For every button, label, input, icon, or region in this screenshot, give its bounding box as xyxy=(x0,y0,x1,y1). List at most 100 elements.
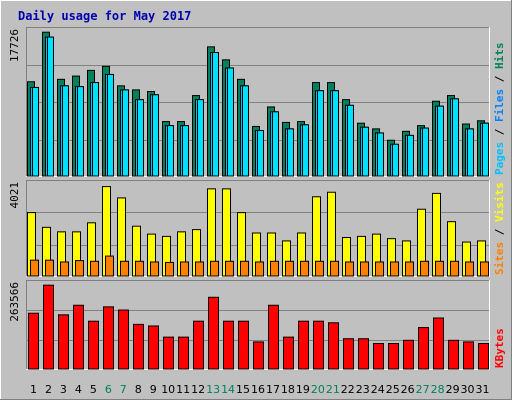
x-tick-day-11: 11 xyxy=(176,383,190,396)
legend-visits-sites: Sites / Visits xyxy=(493,182,506,275)
bar-kbytes-day-14 xyxy=(223,320,234,370)
x-tick-day-3: 3 xyxy=(60,383,67,396)
x-tick-day-29: 29 xyxy=(446,383,460,396)
bar-sites-day-3 xyxy=(60,261,69,277)
bar-pages-day-18 xyxy=(287,128,294,177)
bar-kbytes-day-4 xyxy=(73,304,84,370)
bar-sites-day-11 xyxy=(180,261,189,277)
bar-kbytes-day-11 xyxy=(178,336,189,370)
legend-entry: KBytes xyxy=(493,328,506,368)
bar-pages-day-10 xyxy=(167,125,174,177)
bar-sites-day-6 xyxy=(105,255,114,277)
bar-sites-day-9 xyxy=(150,261,159,277)
legend-entry: Files xyxy=(493,89,506,122)
x-tick-day-4: 4 xyxy=(75,383,82,396)
x-axis-tick-labels: 1 2 3 4 5 6 7 8 9 10 11 12 13 14 15 16 17 18 19 20 21 22 23 24 2… xyxy=(30,383,490,396)
bar-pages-day-11 xyxy=(182,125,189,177)
x-tick-day-24: 24 xyxy=(371,383,385,396)
bar-kbytes-day-29 xyxy=(448,339,459,370)
bar-pages-day-16 xyxy=(257,130,264,177)
bar-pages-day-22 xyxy=(347,104,354,177)
x-tick-day-7: 7 xyxy=(120,383,127,396)
bar-kbytes-day-30 xyxy=(463,341,474,370)
bar-kbytes-day-27 xyxy=(418,327,429,370)
bar-kbytes-day-15 xyxy=(238,320,249,370)
x-tick-day-13: 13 xyxy=(206,383,220,396)
legend-kbytes: KBytes xyxy=(493,328,506,368)
bar-sites-day-14 xyxy=(225,260,234,277)
bar-kbytes-day-13 xyxy=(208,296,219,370)
panel-visits-sites: 4021 Sites / Visits xyxy=(8,180,506,277)
bar-kbytes-day-19 xyxy=(298,320,309,370)
bar-pages-day-24 xyxy=(377,132,384,177)
bar-sites-day-29 xyxy=(450,260,459,277)
bar-kbytes-day-7 xyxy=(118,309,129,370)
bar-kbytes-day-2 xyxy=(43,284,54,370)
chart-title: Daily usage for May 2017 xyxy=(18,9,191,23)
panel-kbytes: 263566 KBytes xyxy=(8,280,506,370)
x-tick-day-22: 22 xyxy=(341,383,355,396)
bar-sites-day-8 xyxy=(135,260,144,277)
bar-pages-day-26 xyxy=(407,134,414,177)
bar-sites-day-27 xyxy=(420,260,429,277)
ymax-label-pages-files-hits: 17726 xyxy=(8,29,21,62)
bar-kbytes-day-25 xyxy=(388,343,399,370)
bar-sites-day-28 xyxy=(435,260,444,277)
bar-kbytes-day-31 xyxy=(478,343,489,370)
bar-pages-day-4 xyxy=(77,86,84,177)
bar-pages-day-31 xyxy=(482,122,489,177)
bar-pages-day-6 xyxy=(107,73,114,177)
bar-sites-day-2 xyxy=(45,259,54,277)
bar-pages-day-17 xyxy=(272,111,279,177)
bar-sites-day-1 xyxy=(30,259,39,277)
bar-sites-day-15 xyxy=(240,260,249,277)
bar-kbytes-day-12 xyxy=(193,320,204,370)
bar-sites-day-23 xyxy=(360,261,369,277)
legend-entry: Hits xyxy=(493,43,506,70)
x-tick-day-9: 9 xyxy=(150,383,157,396)
bar-kbytes-day-26 xyxy=(403,339,414,370)
bar-kbytes-day-1 xyxy=(28,312,39,370)
x-tick-day-5: 5 xyxy=(90,383,97,396)
bar-pages-day-8 xyxy=(137,99,144,177)
x-tick-day-15: 15 xyxy=(236,383,250,396)
x-tick-day-30: 30 xyxy=(461,383,475,396)
panel-pages-files-hits: 17726 Pages / Files / Hits xyxy=(8,27,506,177)
x-tick-day-27: 27 xyxy=(416,383,430,396)
bar-sites-day-5 xyxy=(90,260,99,277)
bar-kbytes-day-5 xyxy=(88,320,99,370)
bar-kbytes-day-17 xyxy=(268,304,279,370)
x-tick-day-23: 23 xyxy=(356,383,370,396)
x-tick-day-19: 19 xyxy=(296,383,310,396)
bar-sites-day-10 xyxy=(165,261,174,277)
legend-entry: Pages xyxy=(493,142,506,175)
bar-sites-day-17 xyxy=(270,260,279,277)
x-tick-day-8: 8 xyxy=(135,383,142,396)
x-tick-day-14: 14 xyxy=(221,383,235,396)
bar-pages-day-1 xyxy=(32,86,39,177)
bar-sites-day-22 xyxy=(345,261,354,277)
x-tick-day-17: 17 xyxy=(266,383,280,396)
x-tick-day-20: 20 xyxy=(311,383,325,396)
x-tick-day-2: 2 xyxy=(45,383,52,396)
bar-kbytes-day-3 xyxy=(58,314,69,370)
bar-pages-day-28 xyxy=(437,105,444,177)
x-tick-day-26: 26 xyxy=(401,383,415,396)
bar-pages-day-7 xyxy=(122,89,129,177)
bar-pages-day-27 xyxy=(422,127,429,177)
x-tick-day-21: 21 xyxy=(326,383,340,396)
bar-pages-day-25 xyxy=(392,143,399,177)
bar-kbytes-day-23 xyxy=(358,338,369,370)
legend-entry: Sites xyxy=(493,242,506,275)
x-tick-day-31: 31 xyxy=(476,383,490,396)
bar-pages-day-29 xyxy=(452,98,459,177)
bar-kbytes-day-18 xyxy=(283,336,294,370)
bar-pages-day-12 xyxy=(197,99,204,177)
legend-pages-files-hits: Pages / Files / Hits xyxy=(493,43,506,176)
bar-kbytes-day-28 xyxy=(433,317,444,370)
x-tick-day-10: 10 xyxy=(161,383,175,396)
x-tick-day-6: 6 xyxy=(105,383,112,396)
bar-kbytes-day-16 xyxy=(253,341,264,370)
bar-sites-day-18 xyxy=(285,260,294,277)
